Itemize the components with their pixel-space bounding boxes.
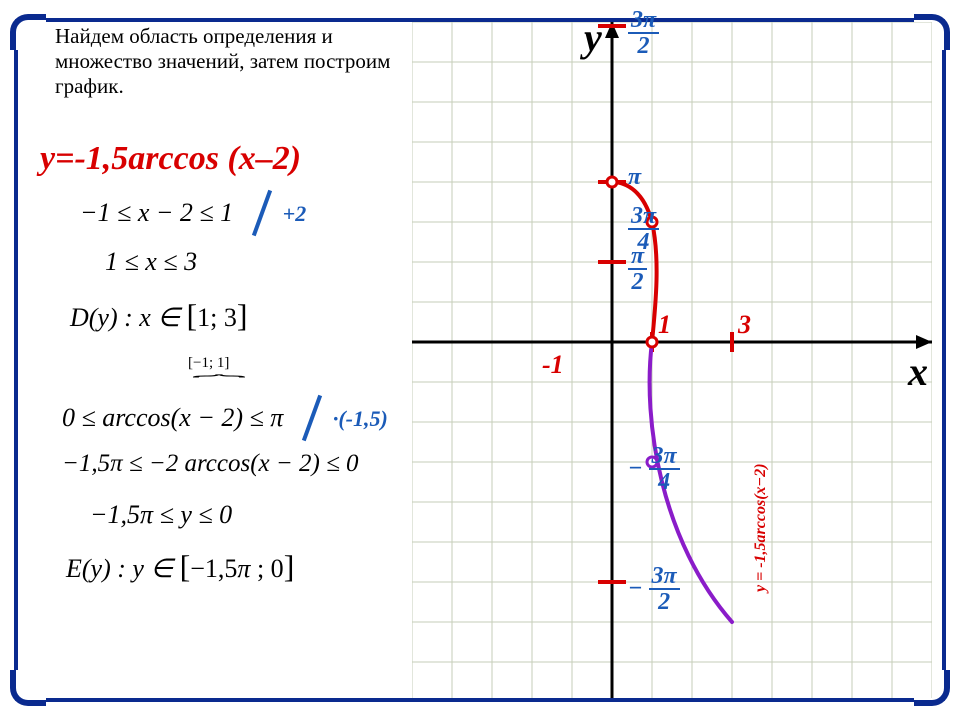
x-axis-label: x — [908, 348, 928, 395]
x-tick: 3 — [738, 310, 751, 340]
corner-tl — [10, 14, 46, 50]
x-tick: 1 — [658, 310, 671, 340]
domain-result: D(y) : x ∈ [1; 3] — [70, 297, 248, 334]
y-tick: − 3π2 — [628, 564, 680, 614]
slash-icon — [246, 195, 276, 235]
y-tick: − 3π4 — [628, 444, 680, 494]
corner-bl — [10, 670, 46, 706]
y-tick: π — [628, 164, 641, 191]
graph-panel: y x 3π2π3π4π2− 3π4− 3π2 -113 y = -1,5arc… — [412, 22, 932, 698]
overbrace-label: [−1; 1] — [188, 355, 229, 372]
range-result: E(y) : y ∈ [−1,5π ; 0] — [66, 548, 294, 585]
range-step2: −1,5π ≤ −2 arccos(x − 2) ≤ 0 — [62, 450, 359, 478]
slash-icon — [296, 400, 326, 440]
range-step3: −1,5π ≤ y ≤ 0 — [90, 500, 232, 530]
overbrace-icon: ⏞ — [192, 375, 246, 392]
y-tick: π2 — [628, 244, 647, 294]
curve-label: y = -1,5arccos(x−2) — [752, 463, 770, 592]
main-formula: y=-1,5arccos (x–2) — [40, 140, 301, 178]
y-tick: 3π2 — [628, 8, 659, 58]
y-axis-label: y — [584, 14, 602, 61]
domain-step1: −1 ≤ x − 2 ≤ 1 +2 — [80, 195, 306, 235]
x-tick: -1 — [542, 350, 564, 380]
intro-text: Найдем область определения и множество з… — [55, 24, 425, 100]
range-step1: 0 ≤ arccos(x − 2) ≤ π ·(-1,5) — [62, 400, 388, 440]
domain-step2: 1 ≤ x ≤ 3 — [105, 247, 197, 277]
